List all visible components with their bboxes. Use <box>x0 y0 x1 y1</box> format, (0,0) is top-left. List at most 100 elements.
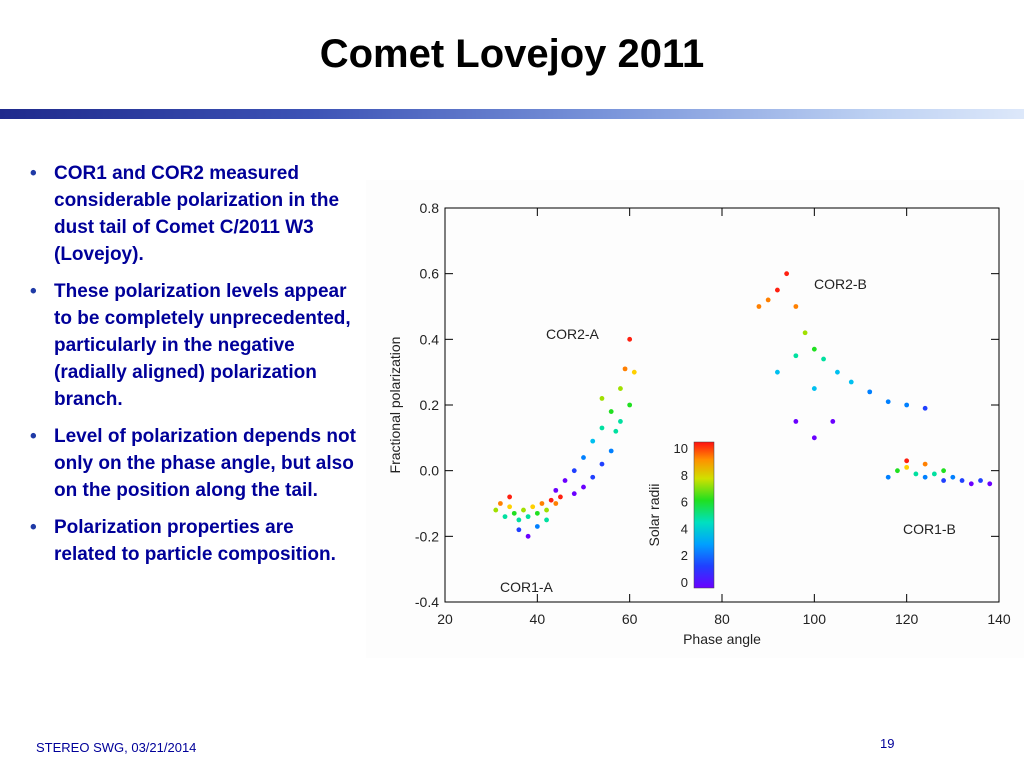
bullet-text: These polarization levels appear to be c… <box>54 281 351 410</box>
scatter-point <box>631 369 637 375</box>
scatter-point <box>802 330 808 336</box>
bullet-dot: • <box>30 426 37 447</box>
scatter-point <box>548 497 554 503</box>
colorbar <box>693 441 715 589</box>
scatter-point <box>590 438 596 444</box>
colorbar-tick-label: 10 <box>674 441 688 456</box>
chart-svg: 20 40 60 80 100 120 1400.80.60.40.20.0-0.2-0.4… <box>387 200 1011 647</box>
scatter-point <box>793 419 799 424</box>
scatter-point <box>608 448 614 454</box>
bullet-text: Level of polarization depends not only o… <box>54 426 356 501</box>
scatter-point <box>978 478 983 483</box>
scatter-point <box>848 379 854 385</box>
scatter-point <box>599 425 605 431</box>
y-tick-label: 0.8 <box>420 200 440 216</box>
scatter-point <box>775 369 780 375</box>
scatter-point <box>618 386 623 391</box>
scatter-point <box>525 533 531 539</box>
scatter-point <box>516 527 522 533</box>
scatter-point <box>811 386 817 391</box>
title-underline-bar <box>0 109 1024 119</box>
bullet-item: • These polarization levels appear to be … <box>30 278 360 413</box>
bullet-item: • COR1 and COR2 measured considerable pol… <box>30 160 360 268</box>
colorbar-tick-label: 8 <box>681 468 688 483</box>
colorbar-tick-label: 0 <box>681 575 688 590</box>
scatter-point <box>507 504 513 510</box>
scatter-point <box>950 474 956 480</box>
bullet-text: Polarization properties are related to p… <box>54 517 336 565</box>
scatter-point <box>765 297 771 303</box>
scatter-point <box>904 458 910 464</box>
scatter-point <box>498 501 503 506</box>
scatter-point <box>835 369 840 375</box>
scatter-point <box>968 481 974 487</box>
y-tick-label: 0.0 <box>420 463 440 479</box>
scatter-point <box>931 471 937 477</box>
bullet-text: COR1 and COR2 measured considerable pola… <box>54 163 340 265</box>
x-tick-label: 20 <box>437 611 453 627</box>
x-axis-label: Phase angle <box>683 631 761 647</box>
scatter-point <box>553 487 559 493</box>
scatter-point <box>913 471 919 477</box>
bullet-dot: • <box>30 517 37 538</box>
scatter-point <box>525 514 531 520</box>
bullet-item: • Polarization properties are related to … <box>30 514 360 568</box>
scatter-point <box>516 517 522 523</box>
y-tick-label: 0.6 <box>420 266 440 282</box>
scatter-point <box>544 507 549 513</box>
bullet-item: • Level of polarization depends not only … <box>30 423 360 504</box>
scatter-point <box>599 396 605 401</box>
scatter-point <box>530 504 536 510</box>
x-tick-label: 40 <box>530 611 546 627</box>
scatter-point <box>511 510 517 516</box>
scatter-point <box>502 514 508 520</box>
scatter-point <box>941 468 946 474</box>
scatter-point <box>507 494 513 500</box>
scatter-point <box>590 474 596 480</box>
x-tick-label: 140 <box>987 611 1011 627</box>
scatter-point <box>562 478 568 483</box>
colorbar-ticks: 10 8 6 4 2 0 <box>674 441 688 590</box>
scatter-point <box>553 501 559 506</box>
series-label-cor1-a: COR1-A <box>500 579 554 595</box>
scatter-point <box>811 346 817 352</box>
scatter-point <box>987 481 993 487</box>
scatter-point <box>922 474 928 480</box>
slide-title: Comet Lovejoy 2011 <box>319 32 705 76</box>
footer-label: STEREO SWG, 03/21/2014 <box>36 740 197 755</box>
scatter-point <box>534 510 540 516</box>
scatter-point <box>895 468 900 474</box>
plot-frame <box>444 207 1000 603</box>
x-tick-label: 60 <box>622 611 638 627</box>
scatter-point <box>571 468 577 474</box>
colorbar-tick-label: 2 <box>681 548 688 563</box>
bullet-list: • COR1 and COR2 measured considerable pol… <box>30 160 360 578</box>
bullet-dot: • <box>30 281 37 302</box>
scatter-point <box>558 494 563 500</box>
colorbar-tick-label: 6 <box>681 495 688 510</box>
page-number: 19 <box>880 736 895 751</box>
scatter-point <box>904 402 910 408</box>
x-tick-label: 80 <box>714 611 730 627</box>
x-tick-label: 100 <box>803 611 827 627</box>
scatter-point <box>922 461 928 467</box>
scatter-point <box>941 478 946 483</box>
scatter-point <box>613 428 619 434</box>
scatter-point <box>581 484 586 490</box>
scatter-point <box>922 405 928 411</box>
scatter-point <box>959 478 965 483</box>
scatter-point <box>904 464 910 470</box>
colorbar-tick-label: 4 <box>681 521 688 536</box>
scatter-point <box>534 524 540 529</box>
scatter-point <box>811 435 817 441</box>
scatter-point <box>571 491 577 497</box>
scatter-point <box>756 304 762 309</box>
y-tick-label: -0.2 <box>415 528 439 544</box>
scatter-point <box>493 507 499 513</box>
bullet-dot: • <box>30 163 37 184</box>
scatter-point <box>608 409 614 414</box>
scatter-point <box>793 304 799 309</box>
y-axis-label: Fractional polarization <box>387 337 403 474</box>
scatter-point <box>581 455 586 460</box>
